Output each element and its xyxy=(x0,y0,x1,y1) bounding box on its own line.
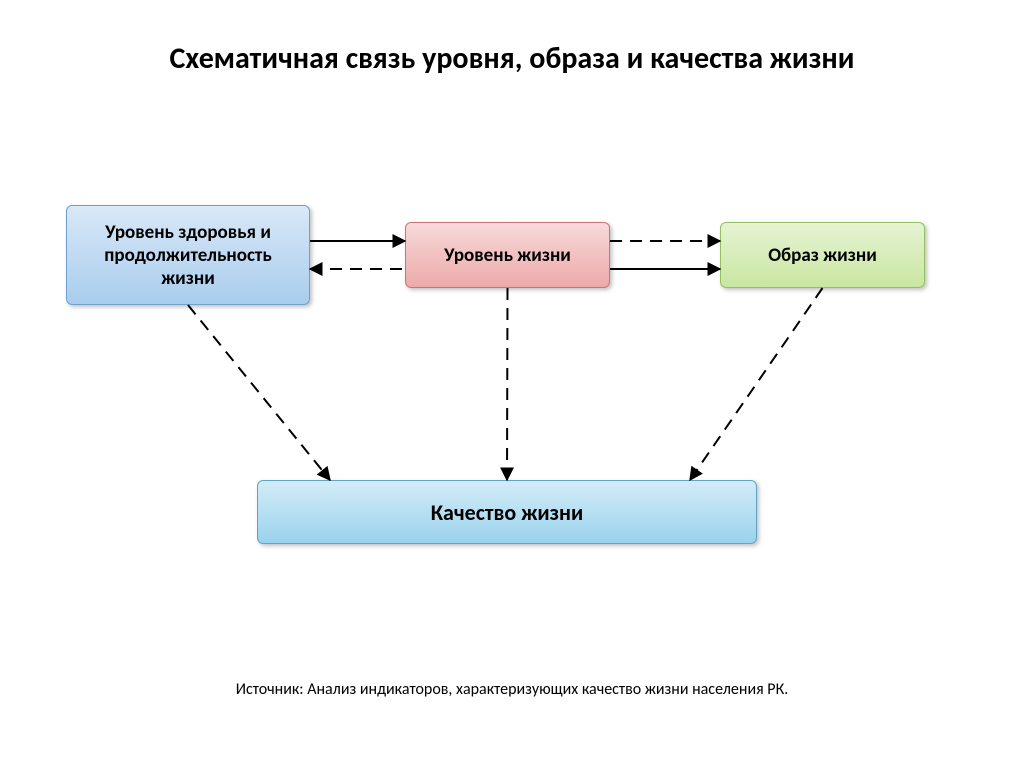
node-label: Качество жизни xyxy=(431,499,584,526)
node-health-longevity: Уровень здоровья и продолжительность жиз… xyxy=(66,205,310,305)
edge xyxy=(690,288,823,480)
node-label: Уровень здоровья и продолжительность жиз… xyxy=(77,221,299,290)
source-note: Источник: Анализ индикаторов, характериз… xyxy=(0,680,1024,699)
node-standard-of-living: Уровень жизни xyxy=(405,222,610,288)
edges-layer xyxy=(0,0,1024,767)
edge xyxy=(188,305,330,480)
node-label: Образ жизни xyxy=(768,244,877,267)
diagram-title: Схематичная связь уровня, образа и качес… xyxy=(0,40,1024,78)
node-lifestyle: Образ жизни xyxy=(720,222,925,288)
node-label: Уровень жизни xyxy=(444,244,571,267)
node-quality-of-life: Качество жизни xyxy=(257,480,757,544)
edge xyxy=(507,288,508,480)
